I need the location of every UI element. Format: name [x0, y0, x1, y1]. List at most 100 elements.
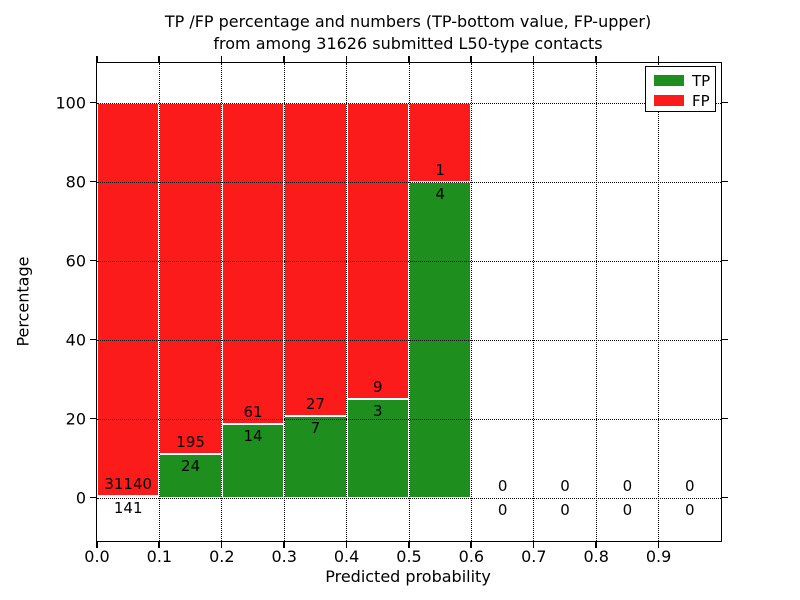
tp-bar-segment — [284, 416, 347, 498]
fp-count-label: 61 — [243, 402, 263, 421]
y-tick-left — [90, 417, 96, 420]
fp-legend-swatch — [654, 95, 684, 106]
y-tick-right — [721, 101, 728, 103]
x-tick-bottom — [408, 541, 410, 548]
fp-bar-segment — [159, 102, 222, 455]
tp-count-label: 7 — [310, 419, 321, 438]
chart-title-line1: TP /FP percentage and numbers (TP-bottom… — [164, 12, 652, 31]
x-tick-top — [470, 56, 472, 62]
tp-count-label: 0 — [560, 500, 570, 519]
fp-count-label: 31140 — [104, 474, 153, 493]
x-tick-bottom — [158, 541, 160, 548]
y-tick-label: 60 — [65, 251, 86, 271]
x-tick-label: 0.5 — [396, 547, 422, 566]
fp-bar-segment — [346, 102, 409, 399]
x-tick-bottom — [96, 541, 98, 548]
x-gridline — [658, 63, 660, 541]
tp-count-label: 24 — [181, 457, 201, 476]
fp-count-label: 0 — [560, 476, 570, 495]
x-axis-label: Predicted probability — [325, 567, 491, 586]
fp-bar-segment — [97, 102, 160, 496]
y-tick-left — [90, 496, 96, 499]
y-tick-left — [90, 180, 96, 182]
fp-legend-label: FP — [692, 92, 710, 110]
x-tick-bottom — [220, 541, 223, 548]
x-tick-bottom — [657, 541, 660, 548]
fp-count-label: 9 — [373, 377, 383, 396]
fp-bar-segment — [284, 102, 347, 417]
tp-bar-segment — [346, 398, 409, 498]
x-tick-top — [595, 56, 597, 62]
x-tick-label: 0.3 — [271, 547, 297, 566]
x-gridline — [408, 63, 410, 541]
y-tick-right — [721, 496, 728, 499]
x-tick-top — [220, 56, 223, 62]
x-tick-top — [345, 56, 348, 62]
x-gridline — [221, 63, 223, 541]
y-tick-label: 20 — [65, 409, 86, 429]
tp-legend-label: TP — [692, 72, 711, 90]
x-tick-bottom — [595, 541, 597, 548]
x-gridline — [346, 63, 348, 541]
x-tick-bottom — [470, 541, 472, 548]
tp-bar-segment — [221, 423, 285, 498]
tp-count-label: 0 — [622, 500, 633, 519]
tp-count-label: 0 — [685, 500, 695, 519]
fp-count-label: 0 — [497, 476, 508, 495]
tp-count-label: 3 — [373, 401, 383, 420]
legend-row-fp: FP — [646, 92, 715, 110]
y-tick-label: 100 — [55, 93, 86, 112]
x-tick-label: 0.7 — [521, 547, 547, 566]
y-axis-label: Percentage — [13, 256, 33, 347]
y-tick-left — [90, 338, 96, 341]
fp-count-label: 0 — [685, 476, 695, 495]
fp-bar-segment — [221, 102, 285, 424]
fp-count-label: 0 — [622, 476, 633, 495]
x-tick-top — [96, 56, 98, 62]
fp-count-label: 27 — [305, 395, 325, 414]
legend-row-tp: TP — [646, 72, 715, 90]
x-tick-top — [158, 56, 160, 62]
tp-legend-swatch — [654, 75, 684, 86]
x-tick-label: 0.2 — [209, 547, 235, 566]
x-gridline — [533, 63, 535, 541]
x-tick-bottom — [532, 541, 535, 548]
y-tick-label: 80 — [65, 172, 86, 191]
y-tick-label: 0 — [75, 488, 86, 508]
x-tick-label: 0.8 — [583, 547, 609, 566]
fp-count-label: 1 — [435, 160, 445, 179]
x-gridline — [470, 63, 472, 541]
fp-count-label: 195 — [176, 433, 205, 452]
x-tick-label: 0.9 — [645, 547, 672, 566]
tp-count-label: 141 — [113, 498, 143, 517]
y-tick-right — [721, 180, 728, 182]
x-tick-label: 0.6 — [458, 547, 485, 566]
x-gridline — [158, 63, 160, 541]
tp-count-label: 4 — [435, 184, 445, 203]
legend: TP FP — [645, 66, 716, 112]
chart-title-line2: from among 31626 submitted L50-type cont… — [213, 34, 603, 53]
y-tick-right — [721, 338, 728, 341]
tp-bar-segment — [159, 454, 222, 498]
y-tick-right — [721, 417, 728, 420]
y-tick-right — [721, 259, 728, 262]
x-tick-label: 0.1 — [146, 547, 173, 566]
x-tick-top — [408, 56, 410, 62]
tp-bar-segment — [97, 495, 160, 498]
tp-count-label: 14 — [243, 426, 263, 445]
x-tick-top — [657, 56, 660, 62]
tp-count-label: 0 — [497, 500, 508, 519]
x-tick-top — [532, 56, 535, 62]
y-tick-left — [90, 101, 96, 103]
x-tick-label: 0.4 — [333, 547, 360, 566]
plot-area: TP FP 31140 141 195 24 61 14 27 7 9 3 1 4 0 0 0 0 0 0 0 0 — [96, 62, 722, 542]
y-tick-left — [90, 259, 96, 262]
fp-bar-segment — [409, 102, 472, 182]
y-tick-label: 40 — [65, 330, 86, 350]
x-tick-top — [283, 56, 285, 62]
x-tick-label: 0.0 — [84, 547, 110, 566]
x-tick-bottom — [283, 541, 285, 548]
x-gridline — [283, 63, 285, 541]
x-gridline — [595, 63, 597, 541]
